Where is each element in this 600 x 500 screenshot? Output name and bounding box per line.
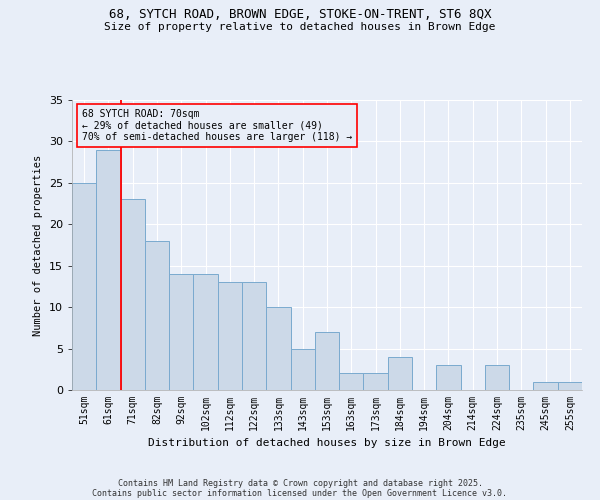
Bar: [266, 307, 290, 390]
Bar: [315, 332, 339, 390]
Bar: [339, 374, 364, 390]
Bar: [290, 348, 315, 390]
Bar: [145, 241, 169, 390]
Text: Contains public sector information licensed under the Open Government Licence v3: Contains public sector information licen…: [92, 488, 508, 498]
Bar: [121, 200, 145, 390]
Text: Contains HM Land Registry data © Crown copyright and database right 2025.: Contains HM Land Registry data © Crown c…: [118, 478, 482, 488]
Bar: [364, 374, 388, 390]
Bar: [96, 150, 121, 390]
Bar: [485, 365, 509, 390]
Bar: [242, 282, 266, 390]
Y-axis label: Number of detached properties: Number of detached properties: [33, 154, 43, 336]
Text: Size of property relative to detached houses in Brown Edge: Size of property relative to detached ho…: [104, 22, 496, 32]
Bar: [169, 274, 193, 390]
Bar: [436, 365, 461, 390]
Text: 68, SYTCH ROAD, BROWN EDGE, STOKE-ON-TRENT, ST6 8QX: 68, SYTCH ROAD, BROWN EDGE, STOKE-ON-TRE…: [109, 8, 491, 20]
X-axis label: Distribution of detached houses by size in Brown Edge: Distribution of detached houses by size …: [148, 438, 506, 448]
Bar: [218, 282, 242, 390]
Bar: [533, 382, 558, 390]
Bar: [558, 382, 582, 390]
Bar: [388, 357, 412, 390]
Bar: [193, 274, 218, 390]
Text: 68 SYTCH ROAD: 70sqm
← 29% of detached houses are smaller (49)
70% of semi-detac: 68 SYTCH ROAD: 70sqm ← 29% of detached h…: [82, 108, 352, 142]
Bar: [72, 183, 96, 390]
